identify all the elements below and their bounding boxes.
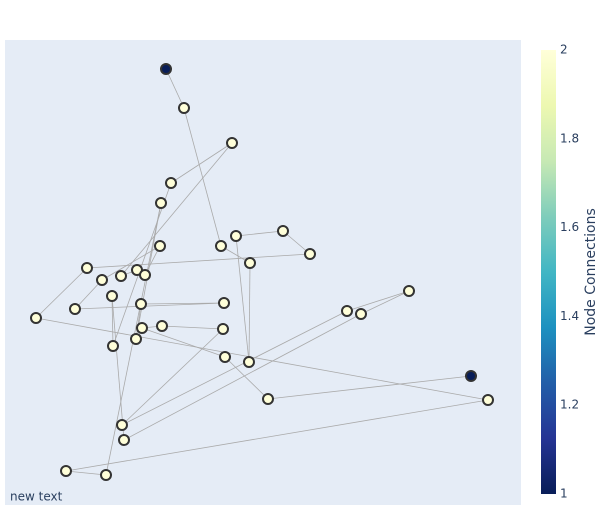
edge — [65, 470, 107, 476]
edge — [74, 279, 103, 310]
node — [465, 370, 477, 382]
node — [244, 257, 256, 269]
edge — [112, 182, 172, 347]
node — [118, 434, 130, 446]
node — [355, 308, 367, 320]
edge — [165, 68, 185, 109]
edge — [121, 328, 224, 426]
node — [178, 102, 190, 114]
node — [69, 303, 81, 315]
node — [154, 240, 166, 252]
edge — [86, 253, 311, 269]
node — [219, 351, 231, 363]
node — [60, 465, 72, 477]
node — [226, 137, 238, 149]
node — [218, 297, 230, 309]
edge — [267, 375, 472, 400]
edge — [111, 295, 114, 347]
node — [81, 262, 93, 274]
node — [106, 290, 118, 302]
node — [215, 240, 227, 252]
edge — [35, 317, 489, 401]
edge — [120, 142, 233, 277]
edge — [65, 399, 489, 472]
node — [107, 340, 119, 352]
colorbar-title: Node Connections — [583, 208, 599, 336]
edge — [121, 310, 348, 426]
colorbar-tick-label: 2 — [560, 43, 568, 57]
node — [230, 230, 242, 242]
colorbar-tick-label: 1.4 — [560, 309, 579, 323]
node — [403, 285, 415, 297]
node — [136, 322, 148, 334]
edge — [235, 235, 250, 363]
edge — [161, 325, 224, 330]
edge — [123, 313, 362, 441]
edge — [224, 356, 269, 400]
colorbar — [541, 50, 556, 494]
node — [160, 63, 172, 75]
edge — [346, 290, 410, 312]
edge — [170, 142, 233, 184]
edge — [183, 107, 222, 247]
edge — [35, 267, 88, 319]
colorbar-tick-label: 1.6 — [560, 220, 579, 234]
edge — [360, 290, 410, 315]
node — [262, 393, 274, 405]
node — [116, 419, 128, 431]
node — [100, 469, 112, 481]
node — [217, 323, 229, 335]
node — [482, 394, 494, 406]
plot-area — [5, 40, 521, 505]
colorbar-tick-label: 1.2 — [560, 398, 579, 412]
node — [304, 248, 316, 260]
node — [30, 312, 42, 324]
node — [96, 274, 108, 286]
edge — [235, 230, 284, 237]
annotation: new text — [10, 490, 63, 504]
node — [156, 320, 168, 332]
edge — [141, 327, 226, 358]
edge — [101, 245, 161, 281]
node — [135, 298, 147, 310]
colorbar-tick-label: 1 — [560, 487, 568, 501]
node — [165, 177, 177, 189]
edge — [74, 302, 225, 310]
node — [130, 333, 142, 345]
edge — [248, 262, 251, 363]
node — [115, 270, 127, 282]
node — [243, 356, 255, 368]
edge — [111, 295, 125, 441]
node — [155, 197, 167, 209]
node — [277, 225, 289, 237]
node — [341, 305, 353, 317]
colorbar-tick-label: 1.8 — [560, 131, 579, 145]
node — [139, 269, 151, 281]
